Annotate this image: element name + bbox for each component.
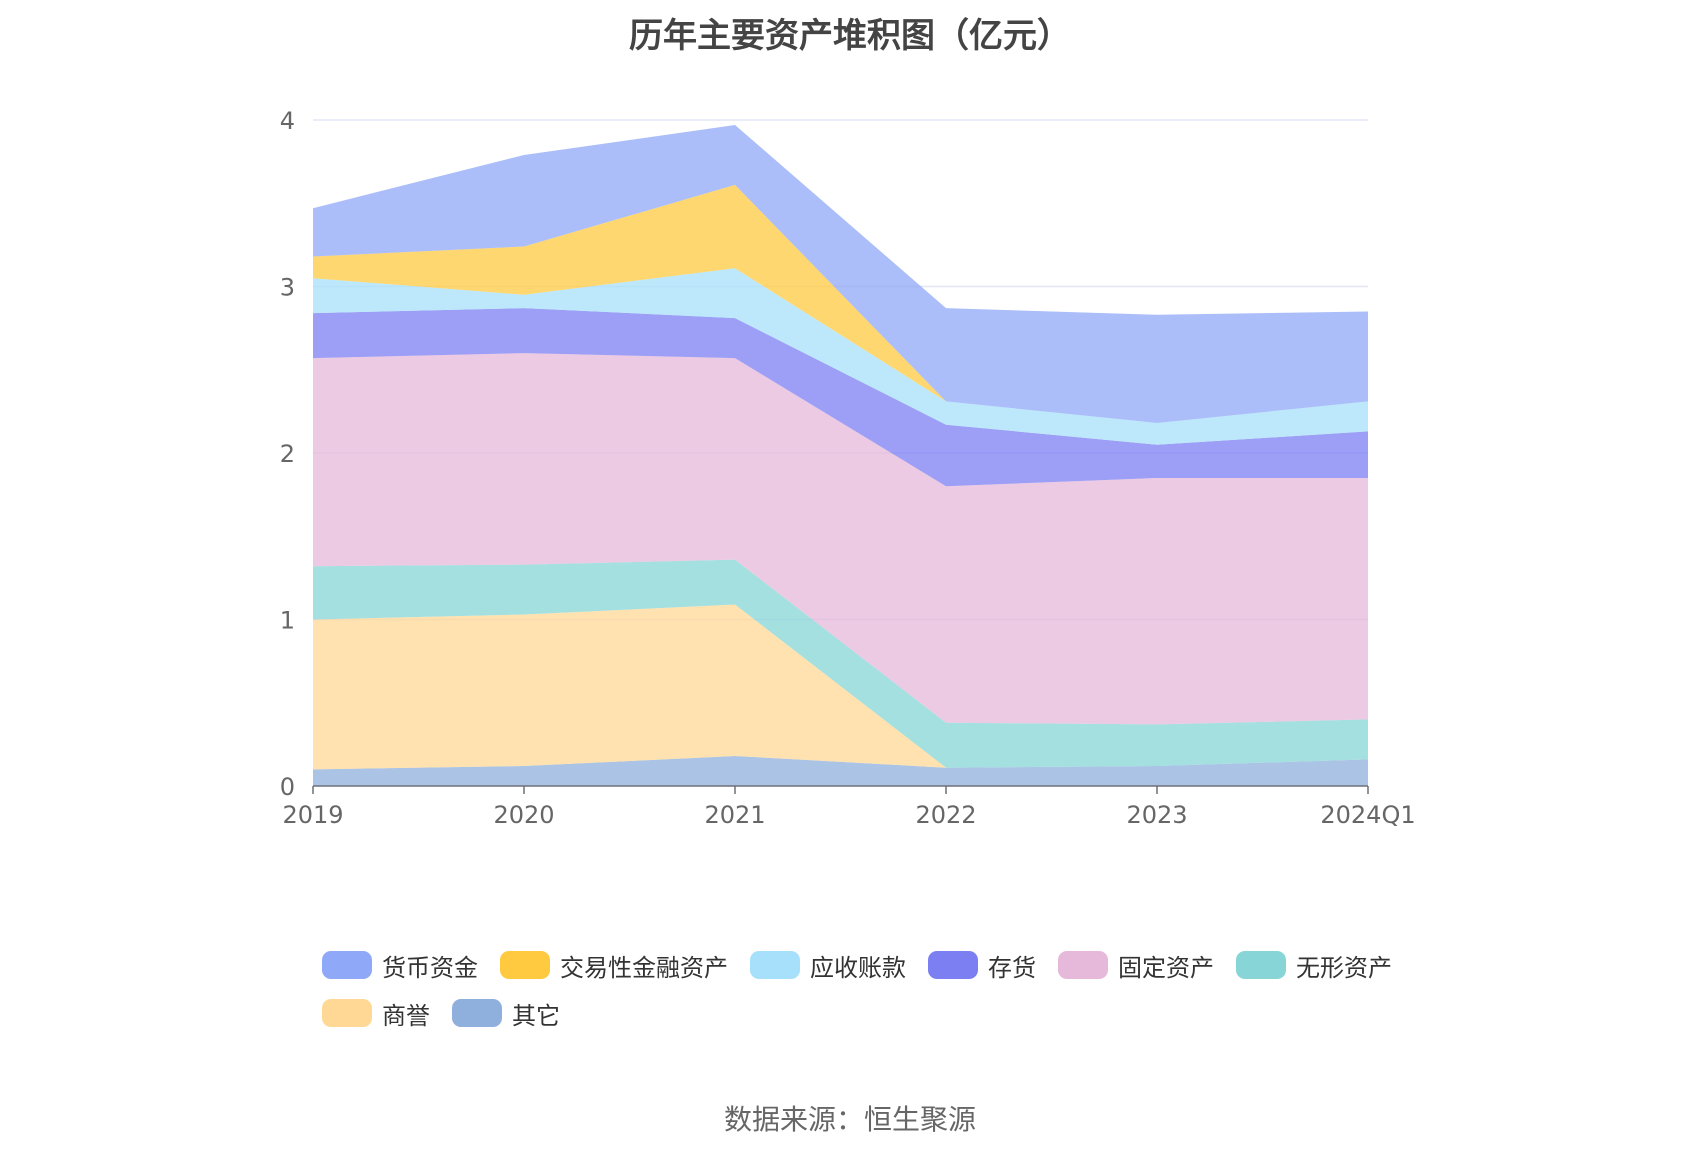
legend-swatch bbox=[452, 999, 502, 1027]
area-series-固定资产 bbox=[313, 353, 1368, 725]
data-source-note: 数据来源：恒生聚源 bbox=[723, 1103, 976, 1136]
legend-label: 存货 bbox=[988, 953, 1036, 982]
area-series-货币资金 bbox=[313, 125, 1368, 423]
legend-swatch bbox=[750, 951, 800, 979]
y-tick-label: 0 bbox=[280, 773, 295, 801]
legend: 货币资金 交易性金融资产 应收账款 存货 固定资产 无形资产商誉 其它 bbox=[322, 950, 1422, 1030]
legend-item[interactable]: 固定资产 bbox=[1058, 950, 1214, 982]
chart-title: 历年主要资产堆积图（亿元） bbox=[629, 16, 1071, 56]
legend-item[interactable]: 货币资金 bbox=[322, 950, 478, 982]
legend-item[interactable]: 无形资产 bbox=[1236, 950, 1392, 982]
legend-label: 商誉 bbox=[382, 1001, 430, 1030]
legend-swatch bbox=[1058, 951, 1108, 979]
x-tick-label: 2023 bbox=[1126, 801, 1187, 829]
legend-swatch bbox=[1236, 951, 1286, 979]
y-tick-label: 1 bbox=[280, 607, 295, 635]
y-tick-label: 4 bbox=[280, 107, 295, 135]
x-tick-label: 2022 bbox=[915, 801, 976, 829]
area-series-交易性金融资产 bbox=[313, 184, 1368, 423]
legend-label: 交易性金融资产 bbox=[560, 953, 728, 982]
legend-item[interactable]: 商誉 bbox=[322, 998, 430, 1030]
legend-label: 应收账款 bbox=[810, 953, 906, 982]
y-tick-label: 3 bbox=[280, 274, 295, 302]
x-tick-label: 2021 bbox=[704, 801, 765, 829]
area-series-无形资产 bbox=[313, 559, 1368, 768]
legend-item[interactable]: 其它 bbox=[452, 998, 560, 1030]
legend-swatch bbox=[928, 951, 978, 979]
legend-label: 无形资产 bbox=[1296, 953, 1392, 982]
x-tick-label: 2024Q1 bbox=[1320, 801, 1415, 829]
legend-item[interactable]: 应收账款 bbox=[750, 950, 906, 982]
legend-item[interactable]: 存货 bbox=[928, 950, 1036, 982]
area-layers bbox=[313, 125, 1368, 786]
legend-item[interactable]: 交易性金融资产 bbox=[500, 950, 728, 982]
area-series-存货 bbox=[313, 308, 1368, 487]
x-tick-label: 2020 bbox=[493, 801, 554, 829]
chart-canvas: 0 1 2 3 4 2019 2020 2021 2022 2023 2024Q1 bbox=[280, 107, 1416, 829]
legend-label: 其它 bbox=[512, 1001, 560, 1030]
legend-label: 货币资金 bbox=[382, 953, 478, 982]
legend-swatch bbox=[322, 951, 372, 979]
area-series-商誉 bbox=[313, 604, 1368, 770]
area-series-应收账款 bbox=[313, 268, 1368, 445]
y-tick-label: 2 bbox=[280, 440, 295, 468]
legend-swatch bbox=[500, 951, 550, 979]
x-tick-label: 2019 bbox=[282, 801, 343, 829]
legend-label: 固定资产 bbox=[1118, 953, 1214, 982]
axes: 0 1 2 3 4 2019 2020 2021 2022 2023 2024Q1 bbox=[280, 107, 1416, 829]
legend-swatch bbox=[322, 999, 372, 1027]
